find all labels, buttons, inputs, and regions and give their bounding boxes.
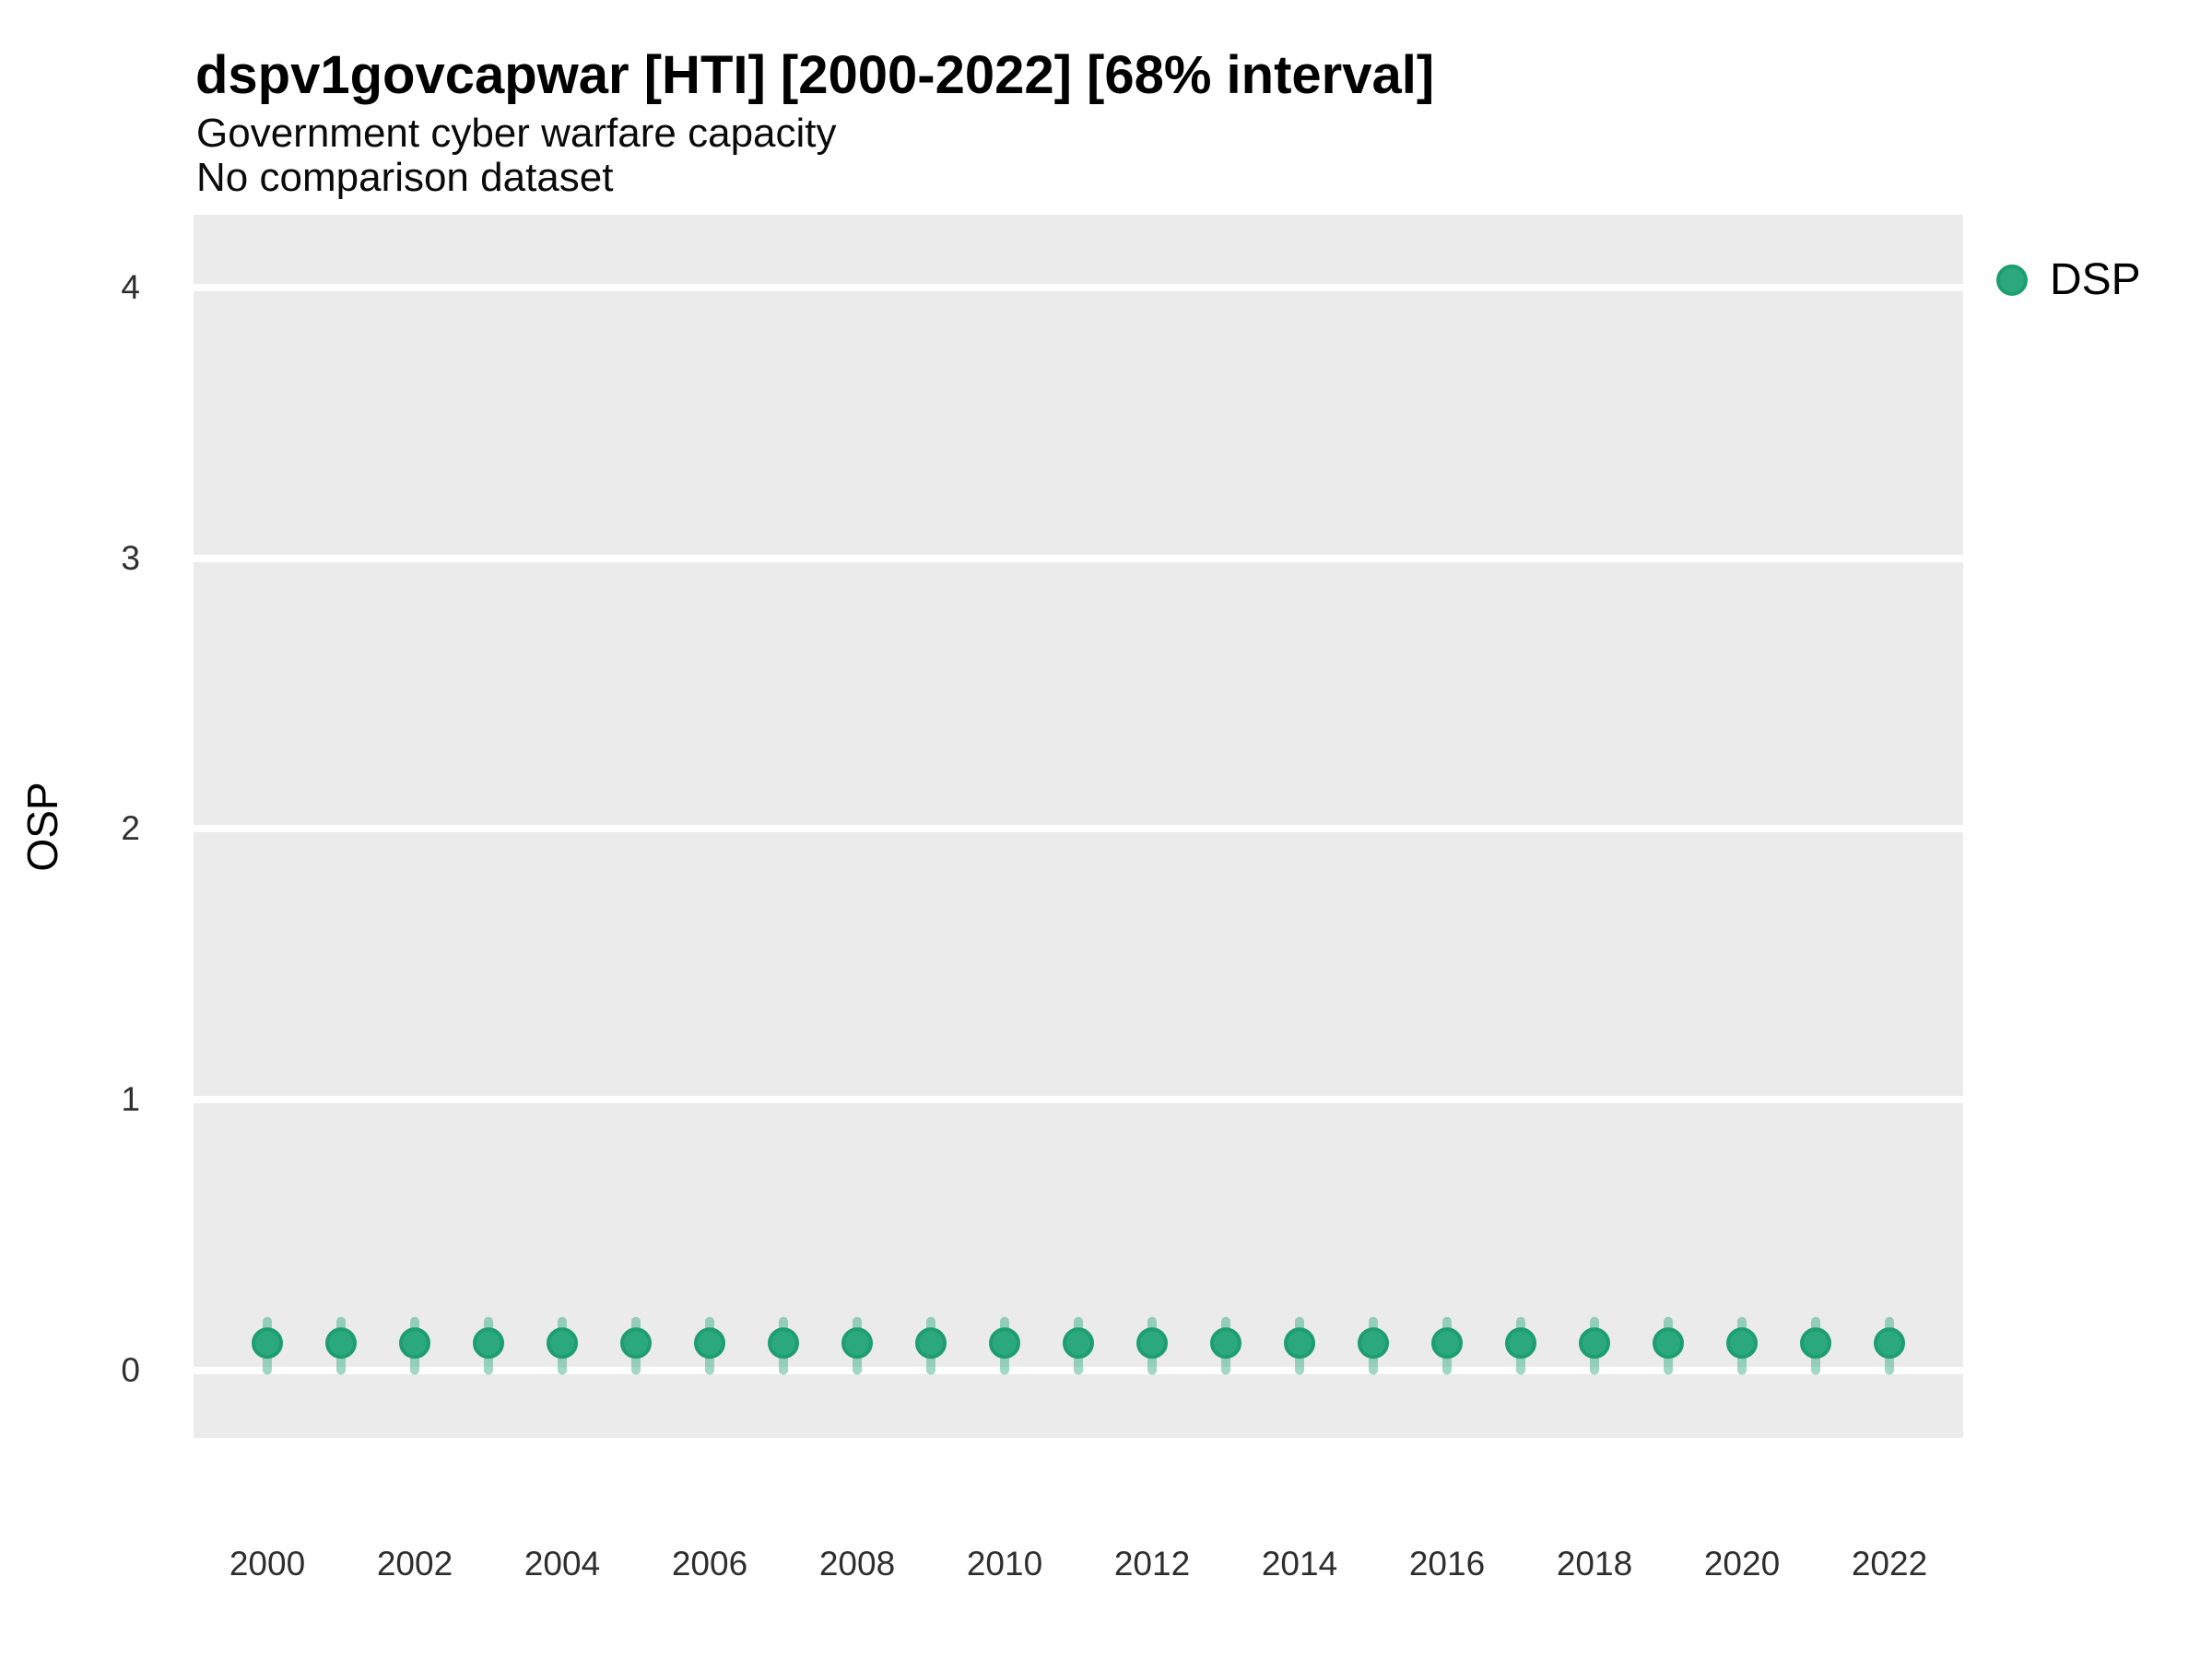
plot-panel: [194, 215, 1963, 1438]
major-gridline-y4: [194, 284, 1963, 292]
y-axis-tick-label: 3: [121, 538, 140, 577]
x-axis-tick-label: 2006: [671, 1545, 748, 1583]
x-axis-tick-label: 2012: [1113, 1545, 1191, 1583]
chart-subtitle: Government cyber warfare capacity: [196, 111, 837, 156]
x-axis-tick-label: 2000: [229, 1545, 306, 1583]
chart-title: dspv1govcapwar [HTI] [2000-2022] [68% in…: [195, 45, 1435, 105]
comparison-note: No comparison dataset: [196, 155, 614, 200]
x-axis-tick-label: 2002: [376, 1545, 453, 1583]
x-axis-tick-label: 2004: [524, 1545, 601, 1583]
major-gridline-y1: [194, 1096, 1963, 1104]
major-gridline-y2: [194, 825, 1963, 833]
x-axis-tick-label: 2008: [818, 1545, 896, 1583]
x-axis-tick-label: 2016: [1408, 1545, 1486, 1583]
major-gridline-y3: [194, 554, 1963, 562]
y-axis-tick-label: 1: [121, 1080, 140, 1119]
x-axis-tick-label: 2018: [1556, 1545, 1633, 1583]
x-axis-tick-label: 2014: [1261, 1545, 1338, 1583]
legend-point-icon: [1996, 264, 2028, 296]
major-gridline-y0: [194, 1366, 1963, 1374]
legend: DSP: [1994, 254, 2141, 305]
x-axis-tick-label: 2020: [1703, 1545, 1781, 1583]
x-axis-tick-label: 2022: [1851, 1545, 1928, 1583]
legend-label: DSP: [2050, 255, 2141, 304]
y-axis-tick-label: 2: [121, 809, 140, 848]
x-axis-tick-label: 2010: [966, 1545, 1043, 1583]
y-axis-tick-label: 4: [121, 268, 140, 307]
y-axis-tick-label: 0: [121, 1350, 140, 1389]
